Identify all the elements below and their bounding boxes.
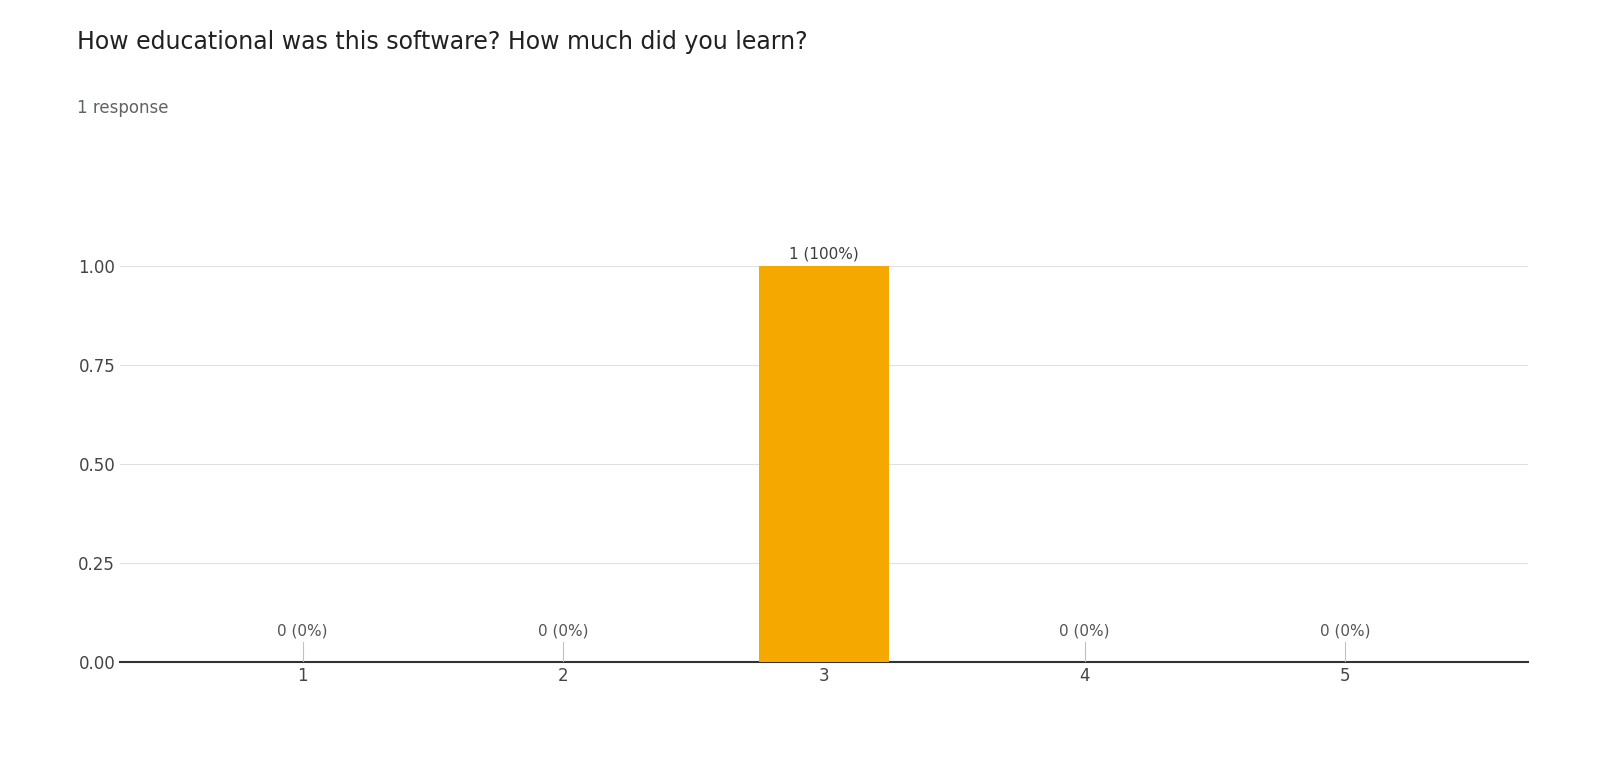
Text: 0 (0%): 0 (0%) xyxy=(1059,623,1110,638)
Text: 0 (0%): 0 (0%) xyxy=(1320,623,1371,638)
Text: 1 (100%): 1 (100%) xyxy=(789,247,859,262)
Text: 1 response: 1 response xyxy=(77,99,168,117)
Bar xyxy=(758,266,890,662)
Text: 0 (0%): 0 (0%) xyxy=(277,623,328,638)
Text: How educational was this software? How much did you learn?: How educational was this software? How m… xyxy=(77,30,808,55)
Text: 0 (0%): 0 (0%) xyxy=(538,623,589,638)
